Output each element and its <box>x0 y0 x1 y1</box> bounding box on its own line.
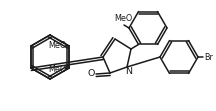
Text: Br: Br <box>204 53 213 61</box>
Text: MeO: MeO <box>48 41 66 50</box>
Text: MeO: MeO <box>114 14 132 23</box>
Text: N: N <box>125 66 132 75</box>
Text: O: O <box>87 69 95 78</box>
Text: MeO: MeO <box>48 64 66 73</box>
